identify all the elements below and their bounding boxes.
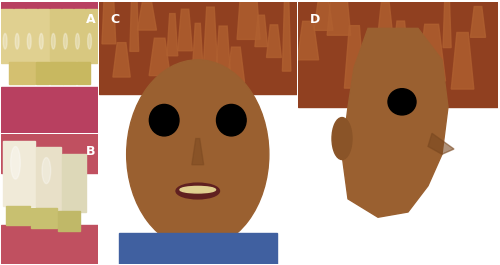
Polygon shape	[31, 208, 57, 228]
Ellipse shape	[52, 33, 56, 49]
Polygon shape	[50, 62, 62, 84]
Ellipse shape	[126, 60, 269, 249]
Polygon shape	[62, 9, 73, 63]
Polygon shape	[364, 45, 376, 73]
Polygon shape	[113, 43, 130, 77]
Polygon shape	[26, 9, 36, 63]
Polygon shape	[298, 21, 318, 60]
Polygon shape	[282, 0, 291, 71]
Polygon shape	[1, 225, 98, 264]
Polygon shape	[418, 24, 446, 81]
Polygon shape	[167, 14, 178, 56]
Polygon shape	[227, 47, 244, 82]
Polygon shape	[393, 21, 408, 58]
Polygon shape	[138, 3, 156, 30]
Polygon shape	[344, 26, 364, 88]
Polygon shape	[36, 147, 61, 210]
Polygon shape	[452, 33, 474, 89]
Polygon shape	[443, 0, 451, 48]
Ellipse shape	[42, 158, 50, 184]
Polygon shape	[62, 154, 86, 212]
Text: B: B	[86, 144, 96, 157]
Ellipse shape	[3, 33, 7, 49]
Polygon shape	[22, 62, 35, 84]
Polygon shape	[3, 141, 35, 206]
Ellipse shape	[40, 33, 43, 49]
Polygon shape	[50, 9, 61, 63]
Ellipse shape	[76, 33, 80, 49]
Polygon shape	[102, 0, 116, 44]
Ellipse shape	[176, 183, 220, 199]
Polygon shape	[14, 9, 24, 63]
Polygon shape	[64, 62, 76, 84]
Text: C: C	[111, 13, 120, 26]
Polygon shape	[74, 9, 85, 63]
Polygon shape	[411, 31, 422, 89]
Polygon shape	[99, 2, 296, 94]
Polygon shape	[130, 0, 138, 51]
Ellipse shape	[28, 33, 31, 49]
Polygon shape	[255, 15, 268, 47]
Polygon shape	[178, 9, 192, 51]
Polygon shape	[266, 25, 281, 58]
Ellipse shape	[10, 147, 20, 179]
Polygon shape	[314, 0, 333, 30]
Polygon shape	[237, 0, 260, 39]
Polygon shape	[6, 206, 30, 225]
Polygon shape	[342, 28, 448, 217]
Polygon shape	[38, 9, 49, 63]
Ellipse shape	[15, 33, 19, 49]
Polygon shape	[378, 3, 393, 39]
Ellipse shape	[216, 104, 246, 136]
Polygon shape	[1, 134, 98, 173]
Polygon shape	[470, 7, 486, 37]
Polygon shape	[86, 9, 97, 63]
Polygon shape	[192, 139, 203, 165]
Ellipse shape	[332, 118, 352, 160]
Polygon shape	[1, 87, 98, 132]
Polygon shape	[119, 233, 277, 264]
Ellipse shape	[88, 33, 92, 49]
Ellipse shape	[64, 33, 68, 49]
Polygon shape	[327, 0, 350, 35]
Ellipse shape	[180, 186, 216, 193]
Polygon shape	[203, 7, 218, 74]
Polygon shape	[192, 23, 203, 65]
Ellipse shape	[388, 89, 416, 115]
Polygon shape	[298, 2, 498, 107]
Polygon shape	[8, 62, 22, 84]
Polygon shape	[58, 211, 80, 231]
Polygon shape	[215, 26, 231, 83]
Text: D: D	[310, 13, 320, 26]
Text: A: A	[86, 12, 96, 25]
Polygon shape	[77, 62, 90, 84]
Polygon shape	[149, 38, 170, 76]
Ellipse shape	[150, 104, 179, 136]
Polygon shape	[36, 62, 49, 84]
Polygon shape	[2, 9, 13, 63]
Polygon shape	[428, 133, 454, 154]
Polygon shape	[1, 2, 98, 61]
